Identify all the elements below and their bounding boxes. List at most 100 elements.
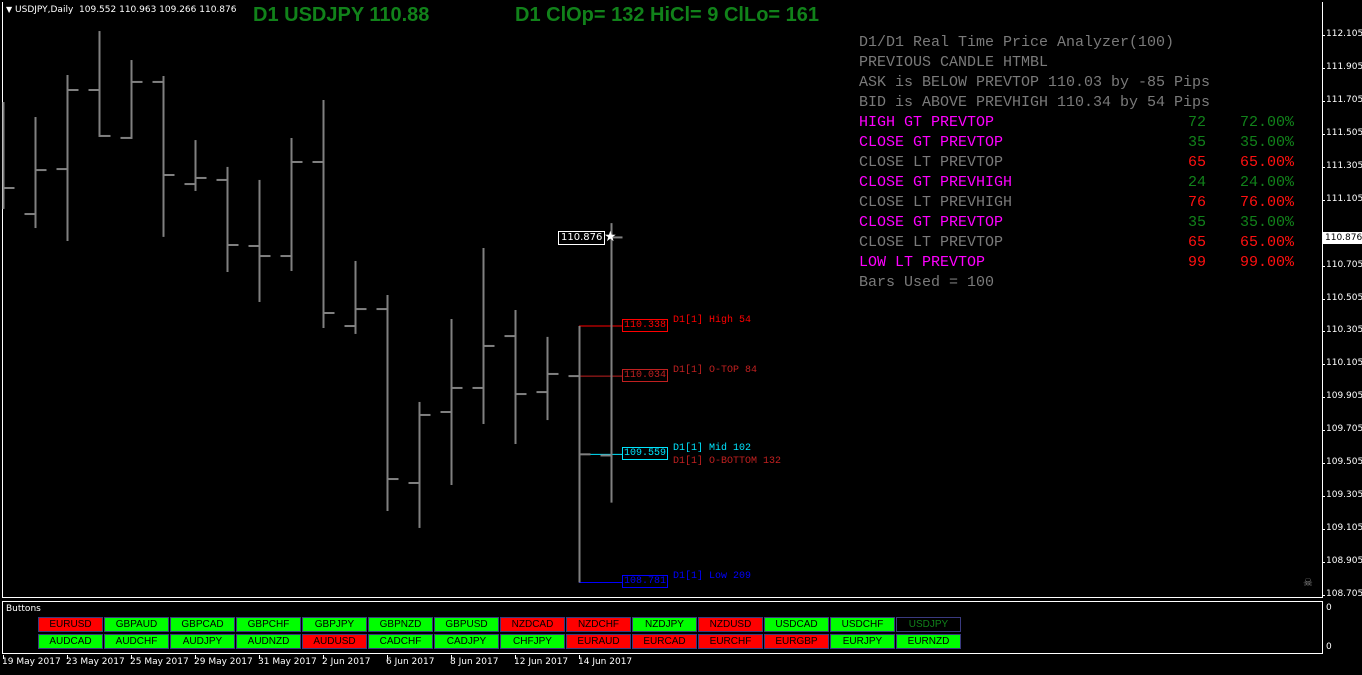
stat-percent: 65.00% — [1240, 234, 1295, 251]
stat-count: 65 — [1188, 154, 1207, 171]
analyzer-line: ASK is BELOW PREVTOP 110.03 by -85 Pips — [859, 74, 1211, 91]
axis-label: 110.505 — [1326, 292, 1362, 303]
axis-tick — [1322, 496, 1325, 498]
stat-label: HIGH GT PREVTOP — [859, 114, 995, 131]
symbol-button-usdchf[interactable]: USDCHF — [830, 617, 895, 632]
date-tick — [387, 655, 388, 659]
symbol-button-eurcad[interactable]: EURCAD — [632, 634, 697, 649]
stat-percent: 99.00% — [1240, 254, 1295, 271]
analyzer-footer: Bars Used = 100 — [859, 274, 995, 291]
main-chart-window[interactable] — [2, 2, 1323, 598]
title-price: D1 USDJPY 110.88 — [253, 4, 430, 26]
symbol-button-euraud[interactable]: EURAUD — [566, 634, 631, 649]
analyzer-line: BID is ABOVE PREVHIGH 110.34 by 54 Pips — [859, 94, 1211, 111]
date-tick — [515, 655, 516, 659]
stat-count: 76 — [1188, 194, 1207, 211]
date-tick — [259, 655, 260, 659]
axis-tick — [1322, 265, 1325, 267]
symbol-name: USDJPY,Daily — [15, 5, 74, 15]
symbol-button-gbpcad[interactable]: GBPCAD — [170, 617, 235, 632]
stat-label: CLOSE GT PREVTOP — [859, 134, 1004, 151]
axis-label: 111.105 — [1326, 193, 1362, 204]
symbol-button-cadchf[interactable]: CADCHF — [368, 634, 433, 649]
axis-label: 109.305 — [1326, 490, 1362, 501]
symbol-button-nzdjpy[interactable]: NZDJPY — [632, 617, 697, 632]
stat-percent: 76.00% — [1240, 194, 1295, 211]
date-label: 8 Jun 2017 — [450, 657, 499, 667]
ohlc-readout: 109.552 110.963 109.266 110.876 — [79, 5, 237, 15]
symbol-button-usdjpy[interactable]: USDJPY — [896, 617, 961, 632]
axis-tick — [1322, 397, 1325, 399]
stat-count: 24 — [1188, 174, 1207, 191]
date-label: 12 Jun 2017 — [514, 657, 569, 667]
date-label: 25 May 2017 — [130, 657, 189, 667]
axis-label: 109.505 — [1326, 457, 1362, 468]
stat-count: 35 — [1188, 134, 1207, 151]
date-tick — [579, 655, 580, 659]
symbol-button-usdcad[interactable]: USDCAD — [764, 617, 829, 632]
symbol-button-eurjpy[interactable]: EURJPY — [830, 634, 895, 649]
symbol-button-nzdusd[interactable]: NZDUSD — [698, 617, 763, 632]
symbol-button-audcad[interactable]: AUDCAD — [38, 634, 103, 649]
symbol-button-cadjpy[interactable]: CADJPY — [434, 634, 499, 649]
axis-label: 108.905 — [1326, 556, 1362, 567]
analyzer-line: PREVIOUS CANDLE HTMBL — [859, 54, 1049, 71]
symbol-button-audchf[interactable]: AUDCHF — [104, 634, 169, 649]
axis-tick — [1322, 199, 1325, 201]
stat-percent: 24.00% — [1240, 174, 1295, 191]
axis-tick — [1322, 298, 1325, 300]
symbol-button-eurnzd[interactable]: EURNZD — [896, 634, 961, 649]
stat-label: CLOSE GT PREVTOP — [859, 214, 1004, 231]
symbol-button-nzdcad[interactable]: NZDCAD — [500, 617, 565, 632]
symbol-button-audjpy[interactable]: AUDJPY — [170, 634, 235, 649]
axis-label: 109.705 — [1326, 424, 1362, 435]
date-tick — [451, 655, 452, 659]
axis-label: 111.305 — [1326, 160, 1362, 171]
price-chart[interactable] — [0, 0, 1322, 598]
symbol-button-eurgbp[interactable]: EURGBP — [764, 634, 829, 649]
level-label: D1[1] High 54 — [673, 315, 752, 327]
axis-tick — [1322, 529, 1325, 531]
symbol-button-gbpnzd[interactable]: GBPNZD — [368, 617, 433, 632]
symbol-button-audnzd[interactable]: AUDNZD — [236, 634, 301, 649]
symbol-button-gbpjpy[interactable]: GBPJPY — [302, 617, 367, 632]
axis-tick — [1322, 562, 1325, 564]
axis-tick — [1322, 364, 1325, 366]
current-price-label: 110.876 — [558, 231, 606, 245]
stat-percent: 35.00% — [1240, 134, 1295, 151]
axis-tick — [1322, 35, 1325, 36]
date-label: 19 May 2017 — [2, 657, 61, 667]
date-label: 6 Jun 2017 — [386, 657, 435, 667]
level-label-overlay: D1[1] O-BOTTOM 132 — [673, 456, 782, 468]
symbol-button-eurchf[interactable]: EURCHF — [698, 634, 763, 649]
stat-count: 65 — [1188, 234, 1207, 251]
symbol-button-nzdchf[interactable]: NZDCHF — [566, 617, 631, 632]
axis-tick — [1322, 100, 1325, 102]
date-label: 14 Jun 2017 — [578, 657, 633, 667]
current-price-axis-marker: 110.876 — [1322, 232, 1362, 244]
axis-tick — [1322, 594, 1325, 596]
axis-label: 110.305 — [1326, 325, 1362, 336]
date-label: 2 Jun 2017 — [322, 657, 371, 667]
stat-label: CLOSE LT PREVHIGH — [859, 194, 1013, 211]
symbol-button-eurusd[interactable]: EURUSD — [38, 617, 103, 632]
axis-tick — [1322, 166, 1325, 168]
symbol-button-gbpusd[interactable]: GBPUSD — [434, 617, 499, 632]
level-price-box: 108.781 — [622, 575, 669, 589]
stat-label: CLOSE GT PREVHIGH — [859, 174, 1013, 191]
date-tick — [131, 655, 132, 659]
symbol-button-chfjpy[interactable]: CHFJPY — [500, 634, 565, 649]
stat-count: 72 — [1188, 114, 1207, 131]
axis-label: 110.105 — [1326, 358, 1362, 369]
symbol-button-gbpchf[interactable]: GBPCHF — [236, 617, 301, 632]
symbol-button-audusd[interactable]: AUDUSD — [302, 634, 367, 649]
axis-label: 111.505 — [1326, 127, 1362, 138]
dropdown-triangle-icon[interactable]: ▼ — [6, 5, 13, 14]
date-label: 29 May 2017 — [194, 657, 253, 667]
title-stats: D1 ClOp= 132 HiCl= 9 ClLo= 161 — [515, 4, 820, 26]
date-tick — [323, 655, 324, 659]
stat-percent: 35.00% — [1240, 214, 1295, 231]
symbol-button-gbpaud[interactable]: GBPAUD — [104, 617, 169, 632]
analyzer-line: D1/D1 Real Time Price Analyzer(100) — [859, 34, 1175, 51]
axis-tick — [1322, 67, 1325, 69]
